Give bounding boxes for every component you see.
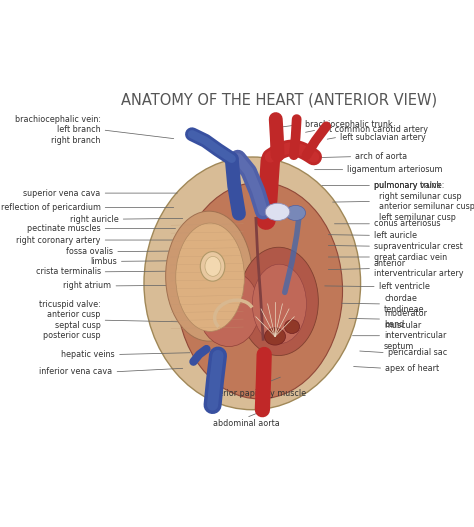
Text: left subclavian artery: left subclavian artery [340, 133, 426, 142]
Ellipse shape [165, 211, 252, 341]
Text: ligamentum arteriosum: ligamentum arteriosum [347, 165, 443, 174]
Text: conus arteriosus: conus arteriosus [374, 219, 440, 228]
Text: brachiocephalic vein:
  left branch
  right branch: brachiocephalic vein: left branch right … [15, 115, 100, 145]
Ellipse shape [252, 264, 306, 344]
Text: hepatic veins: hepatic veins [62, 350, 115, 359]
Text: reflection of pericardium: reflection of pericardium [0, 203, 100, 212]
Text: superior vena cava: superior vena cava [23, 189, 100, 198]
Text: ANATOMY OF THE HEART (ANTERIOR VIEW): ANATOMY OF THE HEART (ANTERIOR VIEW) [121, 92, 438, 107]
Ellipse shape [176, 223, 244, 331]
Ellipse shape [198, 271, 259, 347]
Text: anterior papillary muscle: anterior papillary muscle [205, 389, 307, 398]
Text: left auricle: left auricle [374, 231, 417, 240]
Ellipse shape [239, 247, 319, 356]
Text: arch of aorta: arch of aorta [355, 152, 407, 161]
Text: fossa ovalis: fossa ovalis [66, 247, 113, 256]
Text: supraventricular crest: supraventricular crest [374, 242, 463, 251]
Ellipse shape [144, 157, 361, 409]
Text: anterior
interventricular artery: anterior interventricular artery [374, 259, 464, 278]
Text: pulmonary valve:
  right semilunar cusp
  anterior semilunar cusp
  left semilun: pulmonary valve: right semilunar cusp an… [374, 181, 474, 221]
Text: tricuspid valve:
  anterior cusp
  septal cusp
  posterior cusp: tricuspid valve: anterior cusp septal cu… [38, 300, 100, 340]
Ellipse shape [201, 251, 225, 281]
Text: muscular
interventricular
septum: muscular interventricular septum [384, 321, 447, 350]
Text: right coronary artery: right coronary artery [16, 236, 100, 245]
Text: great cardiac vein: great cardiac vein [374, 252, 447, 261]
Ellipse shape [265, 203, 290, 220]
Text: pericardial sac: pericardial sac [388, 348, 447, 357]
Text: left common carotid artery: left common carotid artery [319, 125, 428, 134]
Text: inferior vena cava: inferior vena cava [39, 367, 113, 376]
Text: moderator
band: moderator band [384, 309, 427, 329]
Text: left ventricle: left ventricle [379, 282, 429, 291]
Text: apex of heart: apex of heart [385, 364, 439, 373]
Ellipse shape [176, 182, 343, 399]
Text: pectinate muscles: pectinate muscles [27, 224, 100, 233]
Text: chordae
tendineae: chordae tendineae [384, 294, 425, 314]
Ellipse shape [205, 257, 221, 276]
Ellipse shape [264, 328, 285, 345]
Text: pulmonary trunk: pulmonary trunk [374, 181, 441, 190]
Text: crista terminalis: crista terminalis [36, 267, 100, 276]
Ellipse shape [286, 206, 306, 220]
Text: abdominal aorta: abdominal aorta [213, 419, 280, 428]
Text: limbus: limbus [90, 257, 117, 266]
Text: right auricle: right auricle [70, 214, 118, 223]
Text: right atrium: right atrium [64, 281, 111, 290]
Ellipse shape [284, 320, 300, 334]
Text: brachiocephalic trunk: brachiocephalic trunk [305, 120, 392, 129]
